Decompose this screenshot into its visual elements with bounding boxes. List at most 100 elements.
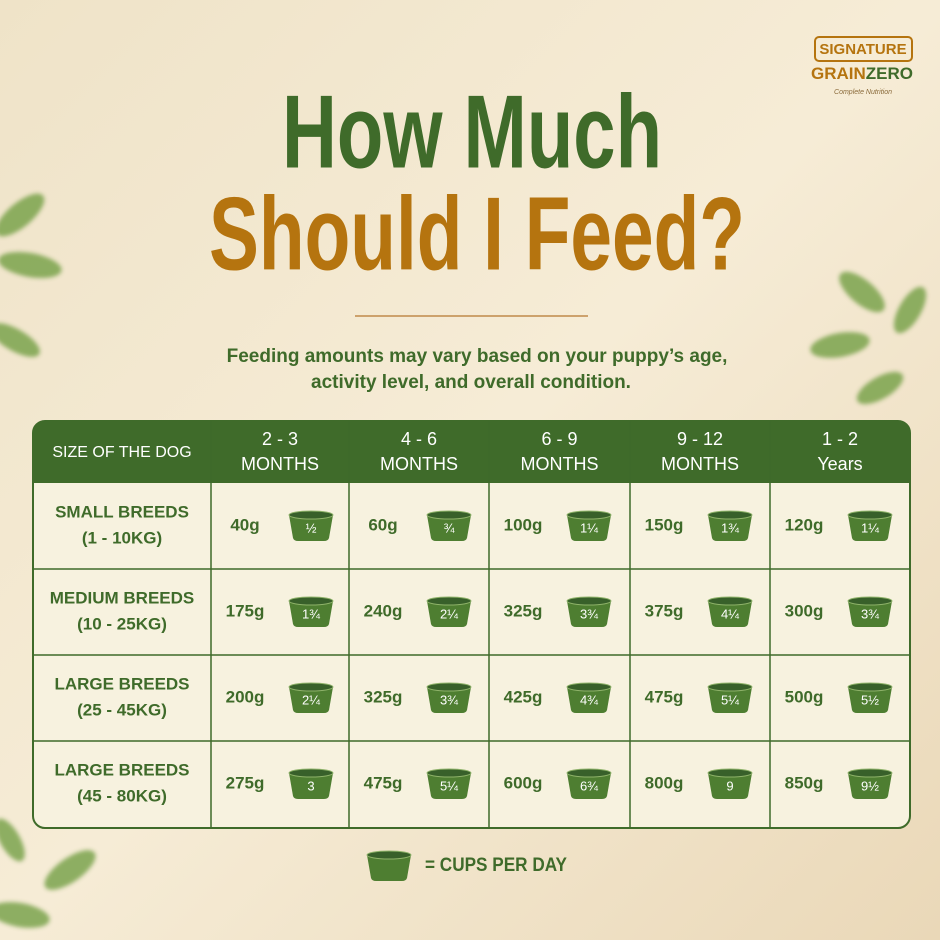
bowl bbox=[567, 687, 611, 713]
bowl bbox=[708, 773, 752, 799]
header-label: 1 - 2 bbox=[822, 429, 858, 449]
cups: 4¾ bbox=[580, 692, 598, 707]
bowl-rim bbox=[288, 510, 334, 520]
cups: 1¾ bbox=[302, 606, 320, 621]
bowl bbox=[367, 855, 411, 881]
breed-label: LARGE BREEDS bbox=[54, 674, 189, 693]
bowl-rim bbox=[566, 682, 612, 692]
header-label: 2 - 3 bbox=[262, 429, 298, 449]
header-label: 4 - 6 bbox=[401, 429, 437, 449]
cups: 2¼ bbox=[302, 692, 320, 707]
bowl-rim bbox=[426, 596, 472, 606]
bowl bbox=[289, 601, 333, 627]
logo-brand: GRAINZERO bbox=[811, 64, 913, 83]
subtitle: Feeding amounts may vary based on your p… bbox=[227, 346, 728, 367]
cup-icon: 3¾ bbox=[566, 596, 612, 627]
bowl bbox=[848, 687, 892, 713]
cups: ½ bbox=[306, 520, 317, 535]
cup-icon: 4¼ bbox=[707, 596, 753, 627]
breed-label: (45 - 80KG) bbox=[77, 786, 167, 805]
cups: 1¼ bbox=[861, 520, 879, 535]
leaves bbox=[0, 193, 927, 928]
cups: 3 bbox=[307, 778, 314, 793]
logo-brand-b: ZERO bbox=[866, 64, 913, 83]
logo: SIGNATURE GRAINZERO Complete Nutrition bbox=[811, 36, 913, 96]
bowl bbox=[427, 687, 471, 713]
grams: 275g bbox=[226, 773, 265, 792]
bowl bbox=[848, 515, 892, 541]
bowl-rim bbox=[288, 596, 334, 606]
bowl-rim bbox=[288, 682, 334, 692]
cup-icon: 6¾ bbox=[566, 768, 612, 799]
bowl bbox=[567, 515, 611, 541]
logo-brand-a: GRAIN bbox=[811, 64, 866, 83]
cup-icon bbox=[366, 850, 412, 881]
grams: 150g bbox=[645, 515, 684, 534]
logo-badge-text: SIGNATURE bbox=[819, 41, 906, 58]
cups: 5¼ bbox=[721, 692, 739, 707]
bowl bbox=[567, 773, 611, 799]
bowl-rim bbox=[847, 768, 893, 778]
cup-icon: 9½ bbox=[847, 768, 893, 799]
cup-icon: 5¼ bbox=[707, 682, 753, 713]
cup-icon: 3¾ bbox=[426, 682, 472, 713]
bowl-rim bbox=[566, 596, 612, 606]
grams: 325g bbox=[364, 687, 403, 706]
cups: 3¾ bbox=[580, 606, 598, 621]
grams: 120g bbox=[785, 515, 824, 534]
cup-icon: 2¼ bbox=[288, 682, 334, 713]
cups: 1¼ bbox=[580, 520, 598, 535]
feeding-table: SIZE OF THE DOG 2 - 3 MONTHS 4 - 6 MONTHS 6 -… bbox=[32, 420, 911, 829]
bowl bbox=[567, 601, 611, 627]
cup-icon: 3¾ bbox=[847, 596, 893, 627]
grams: 325g bbox=[504, 601, 543, 620]
cups: 3¾ bbox=[440, 692, 458, 707]
bowl bbox=[289, 515, 333, 541]
cup-icon: 1¼ bbox=[566, 510, 612, 541]
cups: 2¼ bbox=[440, 606, 458, 621]
breed-label: (10 - 25KG) bbox=[77, 614, 167, 633]
grams: 500g bbox=[785, 687, 824, 706]
cups: 4¼ bbox=[721, 606, 739, 621]
cup-icon: 9 bbox=[707, 768, 753, 799]
legend: = CUPS PER DAY bbox=[366, 850, 567, 881]
grams: 100g bbox=[504, 515, 543, 534]
cup-icon: 1¼ bbox=[847, 510, 893, 541]
bowl bbox=[427, 515, 471, 541]
bowl-rim bbox=[707, 510, 753, 520]
bowl-rim bbox=[847, 682, 893, 692]
cups: 1¾ bbox=[721, 520, 739, 535]
bowl-rim bbox=[707, 682, 753, 692]
grams: 240g bbox=[364, 601, 403, 620]
cups: ¾ bbox=[444, 520, 455, 535]
cup-icon: 2¼ bbox=[426, 596, 472, 627]
cup-icon: 5½ bbox=[847, 682, 893, 713]
breed-label: SMALL BREEDS bbox=[55, 502, 189, 521]
cup-icon: 1¾ bbox=[707, 510, 753, 541]
cups: 3¾ bbox=[861, 606, 879, 621]
bowl-rim bbox=[288, 768, 334, 778]
bowl-rim bbox=[707, 596, 753, 606]
breed-label: (1 - 10KG) bbox=[82, 528, 162, 547]
breed-label: (25 - 45KG) bbox=[77, 700, 167, 719]
cup-icon: ¾ bbox=[426, 510, 472, 541]
cups: 9½ bbox=[861, 778, 879, 793]
grams: 375g bbox=[645, 601, 684, 620]
cup-icon: 4¾ bbox=[566, 682, 612, 713]
header-label: Years bbox=[817, 454, 862, 474]
cup-icon: 1¾ bbox=[288, 596, 334, 627]
header-label: MONTHS bbox=[241, 454, 319, 474]
legend-text: = CUPS PER DAY bbox=[425, 855, 567, 876]
header-label: MONTHS bbox=[661, 454, 739, 474]
grams: 200g bbox=[226, 687, 265, 706]
bowl bbox=[708, 687, 752, 713]
bowl bbox=[289, 687, 333, 713]
bowl-rim bbox=[847, 596, 893, 606]
grams: 475g bbox=[645, 687, 684, 706]
cup-icon: 5¼ bbox=[426, 768, 472, 799]
grams: 800g bbox=[645, 773, 684, 792]
bowl-rim bbox=[426, 510, 472, 520]
title-line1: How Much bbox=[282, 74, 662, 190]
